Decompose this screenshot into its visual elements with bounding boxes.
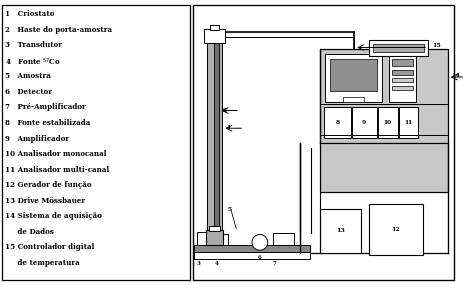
- Bar: [377, 107, 397, 138]
- Text: 12: 12: [390, 227, 399, 232]
- Text: 8   Fonte estabilizada: 8 Fonte estabilizada: [5, 119, 90, 127]
- Bar: [208, 226, 220, 231]
- Bar: [194, 245, 309, 252]
- Text: 9   Amplificador: 9 Amplificador: [5, 135, 69, 142]
- Bar: [368, 204, 422, 255]
- Bar: [213, 42, 218, 229]
- Text: 3: 3: [196, 261, 200, 266]
- Bar: [319, 50, 447, 192]
- Text: 1: 1: [226, 125, 231, 130]
- Bar: [2, 5, 189, 280]
- Bar: [319, 209, 360, 253]
- Bar: [351, 107, 376, 138]
- Circle shape: [251, 235, 267, 250]
- Text: 4: 4: [214, 261, 218, 266]
- Text: 7   Pré-Amplificador: 7 Pré-Amplificador: [5, 103, 86, 111]
- Text: de Dados: de Dados: [5, 228, 54, 236]
- Bar: [391, 78, 413, 82]
- Text: 15: 15: [431, 42, 440, 48]
- Text: 12 Gerador de função: 12 Gerador de função: [5, 181, 91, 189]
- Bar: [272, 233, 294, 245]
- Bar: [388, 54, 415, 102]
- Text: 14 Sistema de aquisição: 14 Sistema de aquisição: [5, 212, 101, 220]
- Text: 9: 9: [361, 120, 365, 125]
- Text: 4   Fonte $^{57}$Co: 4 Fonte $^{57}$Co: [5, 57, 61, 68]
- Bar: [391, 59, 413, 66]
- Text: 11: 11: [403, 120, 412, 125]
- Bar: [398, 107, 418, 138]
- Bar: [372, 44, 423, 52]
- Bar: [209, 25, 219, 30]
- Bar: [323, 107, 350, 138]
- Text: 5: 5: [227, 207, 231, 212]
- Text: 3   Transdutor: 3 Transdutor: [5, 41, 62, 49]
- Text: 6   Detector: 6 Detector: [5, 88, 52, 96]
- Text: 14: 14: [450, 73, 459, 78]
- Bar: [193, 5, 453, 280]
- Bar: [391, 70, 413, 75]
- Text: 13 Drive Mössbauer: 13 Drive Mössbauer: [5, 197, 85, 205]
- Text: 2: 2: [222, 107, 226, 113]
- Text: 11 Analisador multi-canal: 11 Analisador multi-canal: [5, 166, 109, 174]
- Text: 15 Controlador digital: 15 Controlador digital: [5, 243, 94, 251]
- Text: 10 Analisador monocanal: 10 Analisador monocanal: [5, 150, 106, 158]
- Text: de temperatura: de temperatura: [5, 259, 80, 267]
- Bar: [368, 40, 427, 56]
- Bar: [342, 97, 363, 102]
- Text: 5   Amostra: 5 Amostra: [5, 72, 50, 80]
- Text: 10: 10: [383, 120, 391, 125]
- Text: 2   Haste do porta-amostra: 2 Haste do porta-amostra: [5, 26, 112, 34]
- Bar: [196, 232, 212, 245]
- Bar: [203, 29, 225, 42]
- Text: 6: 6: [257, 255, 261, 260]
- Bar: [324, 54, 381, 102]
- Bar: [214, 233, 228, 245]
- Text: 7: 7: [272, 261, 276, 266]
- Bar: [194, 252, 309, 259]
- Bar: [206, 37, 222, 243]
- Text: 8: 8: [335, 120, 339, 125]
- Text: 1   Criostato: 1 Criostato: [5, 10, 54, 18]
- Bar: [329, 59, 376, 91]
- Bar: [391, 86, 413, 90]
- Bar: [205, 230, 223, 245]
- Text: 13: 13: [336, 228, 344, 233]
